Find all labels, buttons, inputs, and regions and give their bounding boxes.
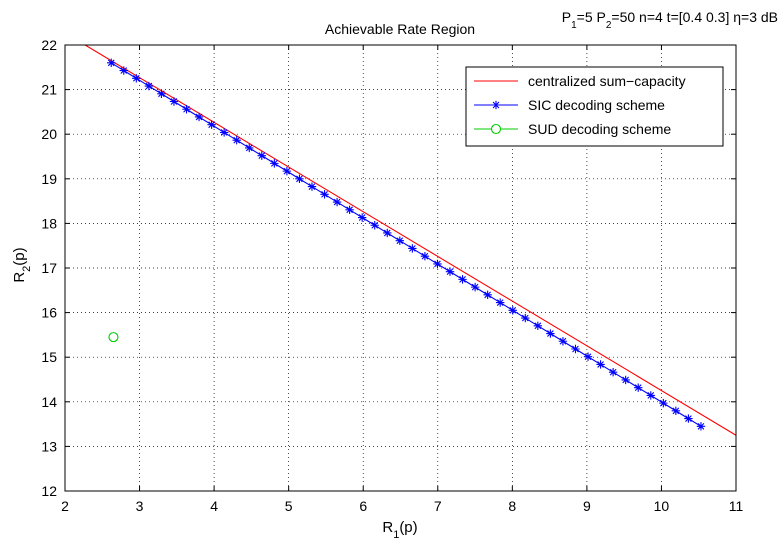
x-tick-label: 9: [583, 498, 591, 514]
series-line-sic: [110, 62, 702, 427]
sic-data-point: [207, 120, 216, 129]
sic-data-point: [621, 375, 630, 385]
sic-data-point: [307, 182, 317, 191]
sic-data-point: [671, 406, 681, 416]
sic-data-point: [533, 321, 543, 330]
sic-data-point: [219, 128, 229, 137]
x-tick-label: 7: [434, 498, 442, 514]
x-tick-label: 6: [359, 498, 367, 514]
sic-data-point: [634, 383, 643, 392]
sic-data-point: [345, 205, 354, 214]
sic-data-point: [157, 89, 166, 98]
y-tick-label: 19: [41, 171, 57, 187]
legend-label: SIC decoding scheme: [528, 97, 665, 113]
legend-label: SUD decoding scheme: [528, 121, 671, 137]
sud-data-point: [108, 332, 119, 343]
y-tick-label: 12: [41, 483, 57, 499]
axis-ticks: 2 3 4 5 6 7 8 9 10 11 12 13 14 15 16 17 18 19 20 21 22: [41, 37, 743, 514]
legend-marker-sud: [490, 123, 502, 135]
x-tick-label: 4: [210, 498, 218, 514]
sic-data-point: [395, 236, 405, 245]
sic-data-point: [107, 58, 116, 68]
y-tick-label: 16: [41, 305, 57, 321]
legend: centralized sum−capacity SIC decoding sch…: [465, 66, 724, 147]
sic-data-point: [646, 391, 655, 400]
y-tick-label: 21: [41, 82, 57, 98]
series-layer: [84, 44, 737, 436]
x-tick-label: 11: [729, 498, 744, 514]
chart-title: Achievable Rate Region: [325, 21, 475, 37]
sic-data-point: [608, 367, 618, 377]
y-tick-label: 20: [41, 126, 57, 142]
y-axis-label: R2(p): [11, 247, 33, 282]
sic-data-point: [596, 360, 605, 369]
sic-data-point: [144, 81, 154, 91]
sic-data-point: [320, 190, 329, 199]
sic-data-point: [433, 259, 442, 269]
sic-data-point: [383, 228, 392, 238]
sic-data-point: [583, 352, 593, 361]
x-tick-label: 8: [508, 498, 516, 514]
y-tick-label: 15: [41, 349, 57, 365]
series-line-centralized: [84, 44, 737, 436]
sic-data-point: [132, 74, 141, 83]
sic-data-point: [495, 298, 505, 307]
sic-data-point: [270, 159, 279, 168]
legend-label: centralized sum−capacity: [528, 73, 686, 89]
y-tick-label: 14: [41, 394, 57, 410]
x-tick-label: 10: [654, 498, 670, 514]
sic-data-point: [696, 422, 706, 431]
y-tick-label: 13: [41, 438, 57, 454]
sic-data-point: [182, 105, 191, 114]
sic-data-point: [332, 197, 342, 207]
sic-data-point: [232, 135, 241, 145]
x-axis-label: R1(p): [382, 519, 417, 541]
legend-marker-sic: [491, 100, 501, 110]
sic-data-point: [420, 251, 430, 261]
sic-data-point: [408, 244, 417, 253]
chart-annotation: P1=5 P2=50 n=4 t=[0.4 0.3] η=3 dB: [562, 9, 778, 31]
sic-data-point: [684, 414, 693, 423]
sic-data-point: [470, 282, 480, 292]
sic-data-point: [521, 313, 530, 323]
legend-box: [465, 66, 724, 147]
sic-data-point: [245, 143, 254, 153]
sic-data-point: [282, 166, 292, 176]
sic-data-point: [508, 306, 517, 315]
sic-data-point: [357, 213, 367, 222]
y-tick-label: 22: [41, 37, 57, 53]
sic-data-point: [458, 275, 467, 284]
sic-data-point: [295, 174, 304, 184]
sic-data-point: [370, 221, 379, 230]
sic-data-point: [194, 112, 204, 122]
sic-data-point: [659, 398, 668, 408]
x-tick-label: 3: [136, 498, 144, 514]
x-tick-label: 2: [61, 498, 69, 514]
sic-data-point: [546, 329, 555, 338]
sic-data-point: [257, 151, 266, 160]
sic-data-point: [119, 66, 128, 75]
sic-data-point: [483, 290, 492, 300]
y-tick-label: 18: [41, 215, 57, 231]
sic-data-point: [571, 344, 580, 354]
sic-data-point: [558, 337, 568, 346]
sic-data-point: [169, 97, 179, 106]
sic-data-point: [445, 267, 455, 276]
x-tick-label: 5: [285, 498, 293, 514]
y-tick-label: 17: [41, 260, 57, 276]
